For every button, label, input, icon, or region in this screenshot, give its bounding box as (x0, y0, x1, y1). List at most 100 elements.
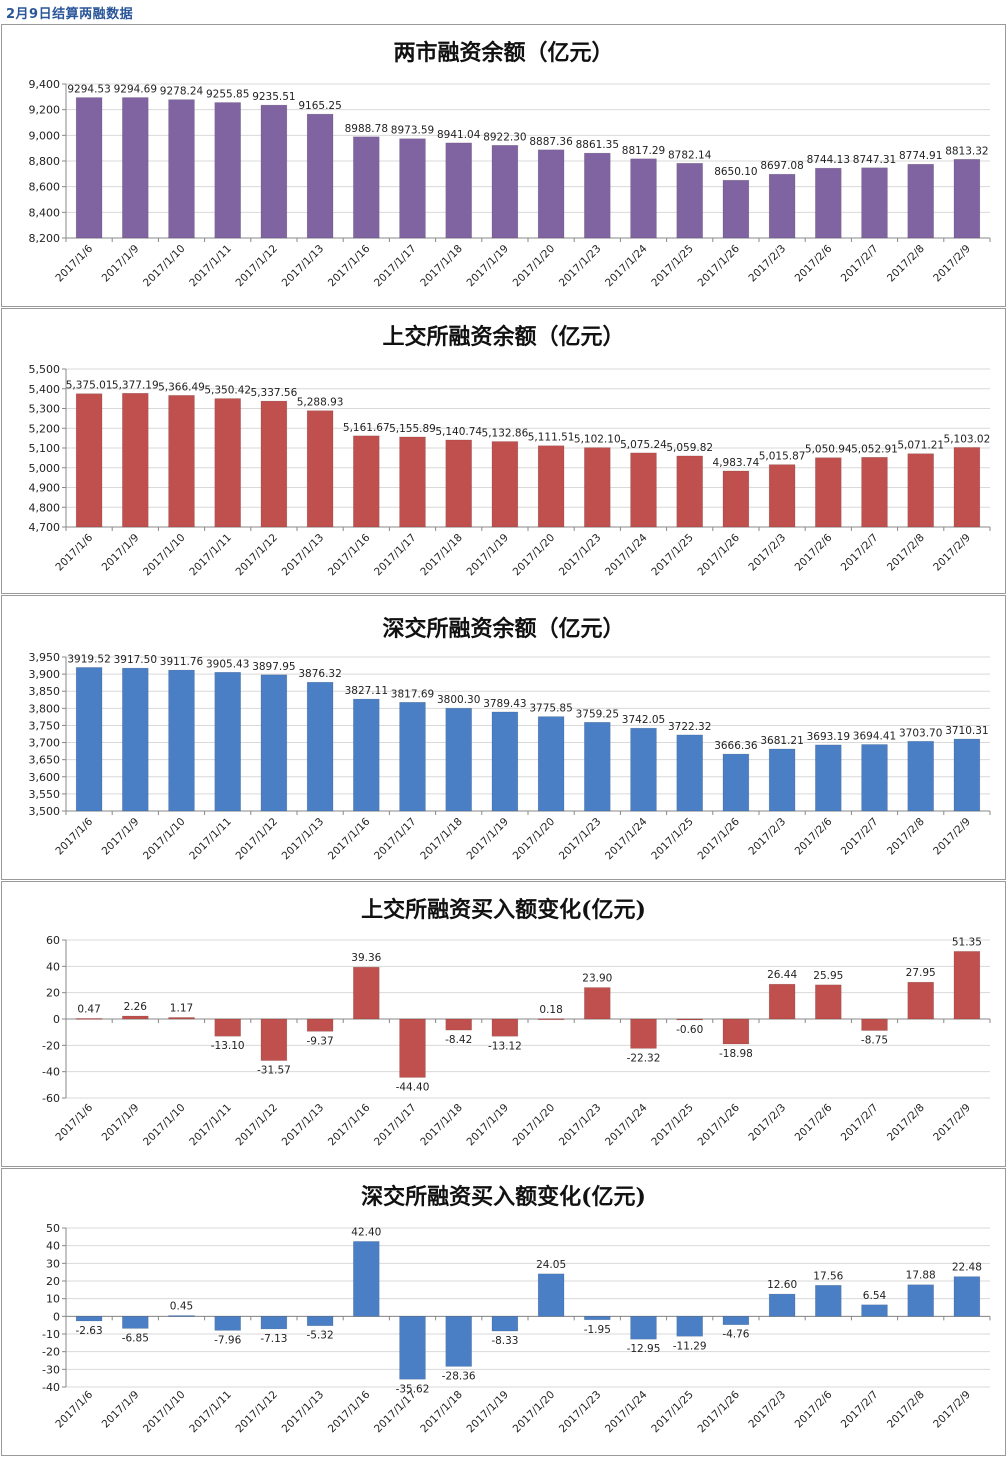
data-label: 8817.29 (622, 145, 665, 157)
data-label: -0.60 (676, 1024, 703, 1036)
x-tick-label: 2017/1/24 (603, 1388, 650, 1435)
bar (168, 395, 195, 528)
bar (907, 453, 934, 528)
bar (907, 740, 934, 812)
data-label: 3710.31 (945, 725, 988, 737)
data-label: 5,102.10 (574, 434, 621, 446)
data-label: 5,075.24 (620, 439, 667, 451)
y-tick-label: 3,650 (29, 754, 61, 767)
y-tick-label: -20 (42, 1039, 60, 1052)
data-label: -13.12 (488, 1040, 522, 1052)
x-tick-label: 2017/1/9 (100, 532, 142, 574)
bar (861, 167, 888, 239)
data-label: 0.18 (539, 1004, 562, 1016)
bar (353, 1241, 380, 1317)
chart-title: 两市融资余额（亿元） (393, 40, 613, 66)
bar (676, 1316, 703, 1337)
data-label: 3905.43 (206, 658, 249, 670)
data-label: 5,350.42 (204, 385, 251, 397)
data-label: -8.42 (445, 1034, 472, 1046)
bar (630, 452, 657, 528)
x-tick-label: 2017/1/6 (53, 531, 95, 573)
y-tick-label: 3,950 (29, 651, 61, 664)
x-tick-label: 2017/2/7 (839, 1389, 881, 1431)
bar (399, 138, 426, 239)
x-tick-label: 2017/1/19 (464, 1389, 511, 1436)
x-tick-label: 2017/2/8 (885, 243, 927, 285)
data-label: 5,161.67 (343, 422, 390, 434)
data-label: -4.76 (722, 1329, 749, 1341)
x-tick-label: 2017/1/20 (511, 1102, 558, 1149)
bar (306, 410, 334, 528)
data-label: -7.96 (214, 1334, 241, 1346)
data-label: -8.75 (861, 1035, 888, 1047)
x-tick-label: 2017/2/7 (839, 816, 881, 858)
y-tick-label: 0 (53, 1013, 60, 1026)
data-label: 12.60 (767, 1279, 797, 1291)
data-label: 8697.08 (760, 160, 803, 172)
x-tick-label: 2017/1/20 (511, 1389, 558, 1436)
bar (445, 439, 472, 528)
bar (399, 436, 426, 528)
bar (75, 667, 103, 812)
x-tick-label: 2017/1/20 (511, 532, 558, 579)
x-tick-label: 2017/1/24 (603, 531, 650, 578)
bar (75, 1018, 103, 1020)
data-label: -1.95 (584, 1324, 611, 1336)
x-tick-label: 2017/1/11 (187, 243, 234, 290)
x-tick-label: 2017/2/8 (885, 816, 927, 858)
x-tick-label: 2017/1/13 (280, 243, 327, 290)
data-label: 8650.10 (714, 166, 757, 178)
bar (260, 674, 288, 812)
bar (122, 97, 149, 239)
data-label: 5,377.19 (112, 379, 159, 391)
bar (399, 1316, 426, 1380)
x-tick-label: 2017/1/10 (141, 532, 188, 579)
y-tick-label: 9,400 (29, 78, 61, 91)
x-tick-label: 2017/1/11 (187, 1389, 234, 1436)
data-label: 5,052.91 (851, 443, 898, 455)
chart-sh-margin-buy-change: 上交所融资买入额变化(亿元) -60 -40 -20 0 20 40 60 0.47 2017/1… (42, 897, 991, 1149)
data-label: 3876.32 (298, 668, 341, 680)
x-tick-label: 2017/1/20 (511, 816, 558, 863)
bar (861, 457, 888, 528)
bar (353, 435, 380, 528)
data-label: 3827.11 (345, 685, 388, 697)
chart-panel-total-margin-balance: 两市融资余额（亿元） 8,200 8,400 8,600 8,800 9,000 9,200… (1, 24, 1006, 307)
x-tick-label: 2017/1/11 (187, 816, 234, 863)
bar (584, 152, 611, 239)
bar (676, 162, 703, 239)
x-tick-label: 2017/1/12 (233, 243, 280, 290)
y-tick-label: 3,900 (29, 668, 61, 681)
x-tick-label: 2017/1/19 (464, 243, 511, 290)
data-label: -5.32 (307, 1330, 334, 1342)
bar (306, 681, 334, 812)
bar (815, 457, 842, 528)
x-tick-label: 2017/1/26 (695, 1101, 742, 1148)
y-tick-label: -40 (42, 1066, 60, 1079)
bar (491, 1018, 519, 1037)
data-label: 23.90 (582, 973, 612, 985)
bar (722, 470, 750, 528)
x-tick-label: 2017/1/12 (233, 1389, 280, 1436)
y-tick-label: 9,200 (29, 104, 61, 117)
y-tick-label: 3,750 (29, 719, 61, 732)
x-tick-label: 2017/2/6 (793, 815, 835, 857)
x-tick-label: 2017/1/12 (233, 532, 280, 579)
data-label: 5,132.86 (482, 428, 529, 440)
x-tick-label: 2017/1/25 (649, 1102, 696, 1149)
data-label: 3722.32 (668, 721, 711, 733)
chart-sz-margin-balance: 深交所融资余额（亿元） 3,500 3,550 3,600 3,650 3,700 3,75… (29, 616, 991, 863)
y-tick-label: 9,000 (29, 129, 61, 142)
data-label: 3681.21 (760, 735, 803, 747)
x-tick-label: 2017/2/8 (885, 532, 927, 574)
x-tick-label: 2017/1/19 (464, 816, 511, 863)
y-tick-label: 40 (46, 960, 60, 973)
y-tick-label: 8,400 (29, 206, 61, 219)
x-tick-label: 2017/2/3 (746, 1102, 788, 1144)
bar (491, 441, 519, 528)
bar (537, 149, 565, 239)
data-label: 9278.24 (160, 86, 204, 98)
data-label: 5,059.82 (666, 442, 713, 454)
x-tick-label: 2017/1/10 (141, 243, 188, 290)
